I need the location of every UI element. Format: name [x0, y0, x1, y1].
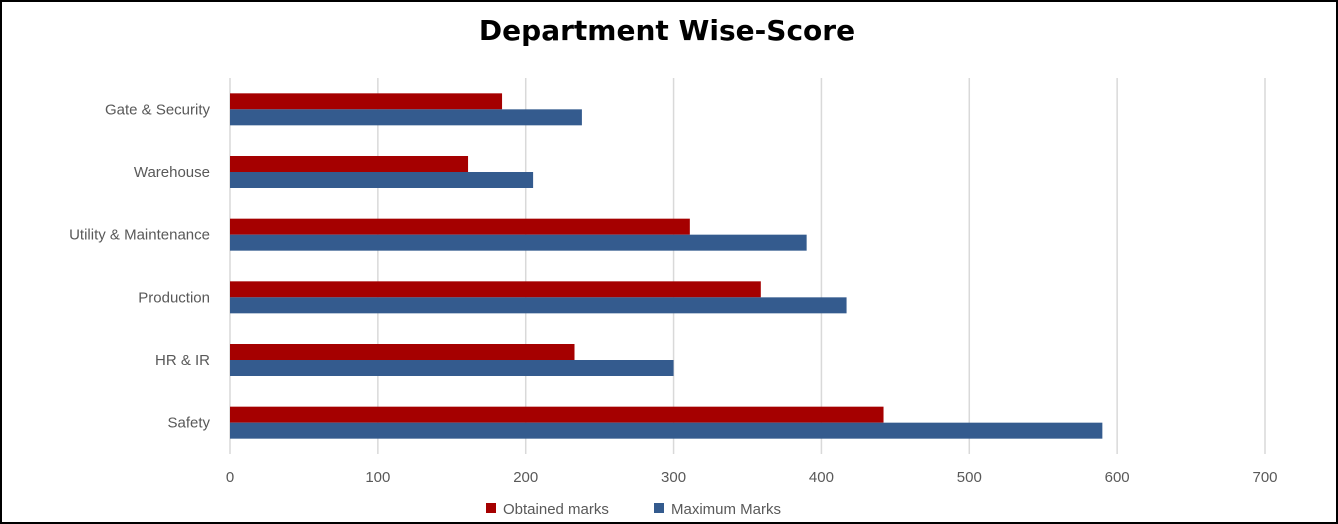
category-labels: Safety HR & IR Production Utility & Mainten… — [69, 101, 210, 431]
category-label: Utility & Maintenance — [69, 227, 210, 244]
x-tick-label: 600 — [1105, 469, 1130, 486]
legend-label: Maximum Marks — [671, 501, 781, 518]
bar-maximum-marks — [230, 297, 847, 314]
legend-swatch — [486, 503, 496, 513]
bar-obtained-marks — [230, 406, 884, 423]
bar-maximum-marks — [230, 360, 674, 376]
x-tick-label: 300 — [661, 469, 686, 486]
bar-maximum-marks — [230, 234, 807, 251]
x-tick-label: 100 — [365, 469, 390, 486]
bars — [230, 93, 1103, 439]
bar-obtained-marks — [230, 156, 469, 172]
category-label: Warehouse — [134, 164, 210, 181]
bar-maximum-marks — [230, 422, 1103, 439]
category-label: Safety — [167, 415, 210, 432]
tick-labels: 0 100 200 300 400 500 600 700 — [226, 469, 1278, 486]
x-tick-label: 200 — [513, 469, 538, 486]
x-tick-label: 500 — [957, 469, 982, 486]
grid-lines — [229, 78, 1266, 454]
x-tick-label: 700 — [1252, 469, 1277, 486]
category-label: Production — [138, 289, 210, 306]
bar-obtained-marks — [230, 344, 575, 360]
bar-obtained-marks — [230, 93, 503, 110]
legend-swatch — [654, 503, 664, 513]
bar-obtained-marks — [230, 281, 761, 298]
legend-label: Obtained marks — [503, 501, 609, 518]
chart-title: Department Wise-Score — [478, 14, 856, 47]
bar-obtained-marks — [230, 218, 690, 235]
x-tick-label: 0 — [226, 469, 234, 486]
category-label: Gate & Security — [105, 101, 211, 118]
bar-maximum-marks — [230, 109, 582, 126]
bar-maximum-marks — [230, 172, 534, 188]
legend: Obtained marks Maximum Marks — [486, 501, 781, 518]
x-tick-label: 400 — [809, 469, 834, 486]
category-label: HR & IR — [155, 352, 210, 369]
